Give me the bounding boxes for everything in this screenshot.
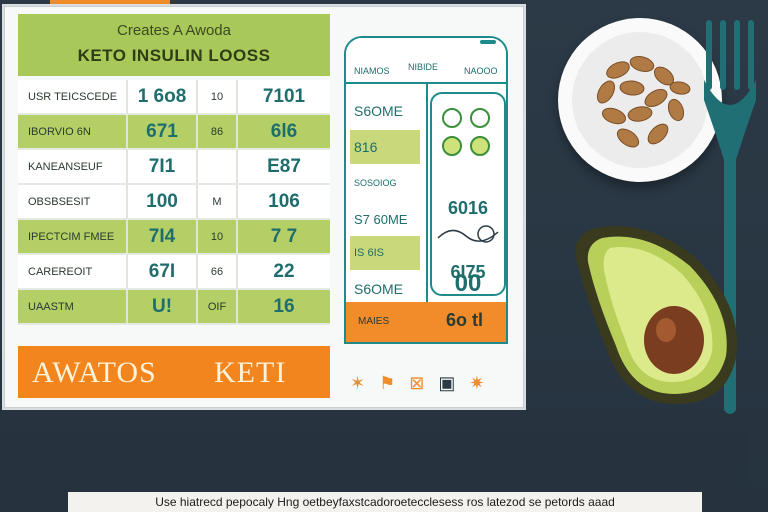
row-label: UAASTM [18,290,128,323]
phone-left-column: S6OME 816 SOSOIOG S7 60ME IS 6IS S6OME [346,84,428,342]
row-value-a: 7I1 [128,150,198,183]
row-value-b: 7 7 [270,225,298,247]
phone-value-1: 6016 [447,198,489,218]
phone-row: IS 6IS [350,236,420,270]
row-label: IBORVIO 6N [18,115,128,148]
row-unit: 86 [198,115,238,148]
row-value-b: 7101 [262,85,306,107]
phone-top-bar: NIAMOS NIBIDE NAOOO [346,38,506,84]
nut-bowl [558,18,722,182]
row-label: OBSBSESIT [18,185,128,218]
row-value-b: 16 [273,295,295,317]
row-label: USR TEICSCEDE [18,80,128,113]
row-unit: OIF [198,290,238,323]
bowl-inner [572,32,708,168]
bottom-banner: AWATOS KETI [18,346,330,398]
tray-icon: ▣ [438,373,456,393]
keto-chart-board: Creates A Awoda KETO INSULIN LOOSS USR T… [4,6,524,408]
phone-footer-right: 6o tl [446,310,484,330]
table-row: IBORVIO 6N 671 86 6l6 [18,115,330,150]
phone-row: 816 [350,130,420,164]
row-unit: M [198,185,238,218]
nutrition-table: USR TEICSCEDE 1 6o8 10 7101 IBORVIO 6N 6… [18,80,330,325]
star-icon: ✶ [350,373,366,393]
title-line-2: KETO INSULIN LOOSS [77,46,271,65]
title-box: Creates A Awoda KETO INSULIN LOOSS [18,14,330,76]
phone-row: S6OME [354,281,404,297]
phone-right-card: 6016 6I75 [430,92,506,296]
row-value-b: 106 [268,190,300,212]
row-value-b: 22 [273,260,295,282]
banner-left-text: AWATOS [32,356,157,389]
row-value-a: 67I [128,255,198,288]
table-row: USR TEICSCEDE 1 6o8 10 7101 [18,80,330,115]
phone-mockup: NIAMOS NIBIDE NAOOO S6OME 816 SOSOIOG S7… [344,36,508,344]
row-unit [198,150,238,183]
table-row: KANEANSEUF 7I1 E87 [18,150,330,185]
board-frame [4,6,524,408]
food-doodle-icon [442,108,490,156]
table-row: OBSBSESIT 100 M 106 [18,185,330,220]
row-unit: 10 [198,80,238,113]
phone-header-right: NAOOO [464,66,498,76]
table-row: IPECTCIM FMEE 7I4 10 7 7 [18,220,330,255]
ribbon-icon: ⊠ [409,373,425,393]
row-value-a: 1 6o8 [128,80,198,113]
camera-notch-icon [480,40,496,44]
phone-footer: MAIES 6o tl [346,302,506,342]
table-row: UAASTM U! OIF 16 [18,290,330,325]
title-line-1: Creates A Awoda [117,22,231,39]
caption-text: Use hiatrecd pepocaly Hng oetbeyfaxstcad… [68,492,702,512]
phone-row: SOSOIOG [354,178,397,188]
fork-icon [704,20,756,414]
bookmark-icon: ⚑ [379,373,396,393]
phone-footer-left: MAIES [358,316,390,327]
phone-header-mid: NIBIDE [408,62,439,72]
row-value-a: 671 [128,115,198,148]
almonds-icon [596,56,691,148]
row-label: KANEANSEUF [18,150,128,183]
icon-row: ✶ ⚑ ⊠ ▣ ✷ [350,372,484,394]
banner-right-text: KETI [214,356,287,389]
phone-row: S6OME [354,103,404,119]
scribble-icon [437,225,499,243]
phone-header-left: NIAMOS [354,66,390,76]
row-value-a: 100 [128,185,198,218]
row-value-a: 7I4 [128,220,198,253]
avocado-icon [575,226,738,404]
row-value-b: E87 [267,155,301,177]
row-unit: 66 [198,255,238,288]
sparkle-icon: ✷ [469,373,485,393]
row-value-b: 6l6 [270,120,298,142]
table-row: CAREREOIT 67I 66 22 [18,255,330,290]
phone-row: S7 60ME [354,211,408,227]
row-unit: 10 [198,220,238,253]
row-label: IPECTCIM FMEE [18,220,128,253]
phone-value-2: 6I75 [450,262,486,282]
phone-value-3: 00 [454,270,482,297]
row-value-a: U! [128,290,198,323]
row-label: CAREREOIT [18,255,128,288]
top-orange-tab [50,0,170,10]
